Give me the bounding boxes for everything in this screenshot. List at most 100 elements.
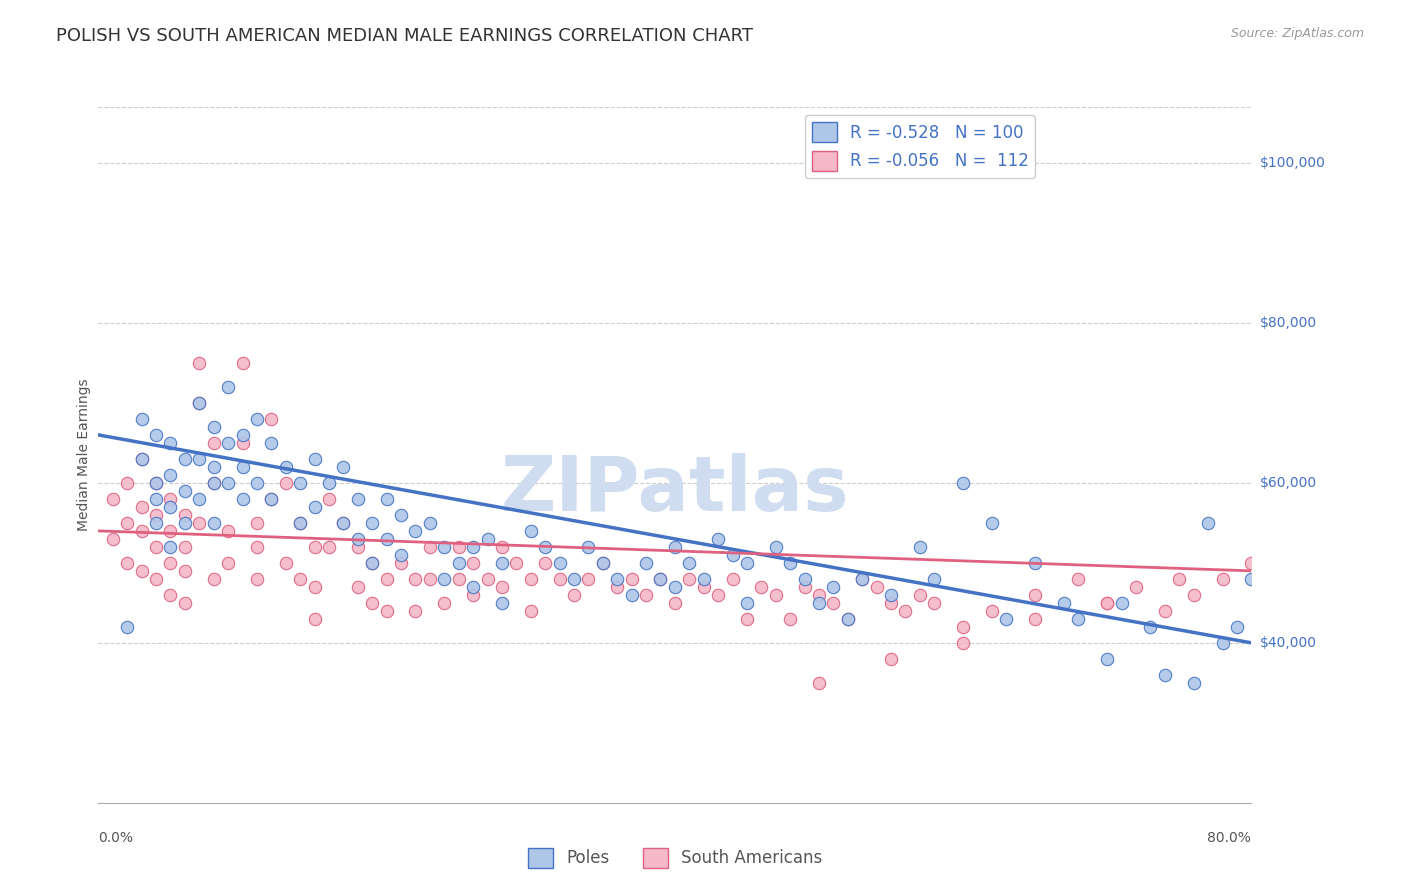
Point	[159, 524, 181, 538]
Point	[188, 396, 211, 410]
Legend: R = -0.528   N = 100, R = -0.056   N =  112: R = -0.528 N = 100, R = -0.056 N = 112	[806, 115, 1035, 178]
Point	[131, 451, 153, 466]
Point	[636, 556, 658, 570]
Point	[117, 556, 138, 570]
Text: $100,000: $100,000	[1260, 156, 1326, 170]
Point	[735, 596, 758, 610]
Point	[318, 475, 340, 490]
Point	[145, 540, 167, 554]
Point	[304, 451, 326, 466]
Point	[260, 491, 283, 506]
Point	[145, 572, 167, 586]
Point	[188, 491, 211, 506]
Point	[405, 524, 427, 538]
Point	[231, 459, 254, 474]
Point	[1197, 516, 1219, 530]
Point	[159, 556, 181, 570]
Point	[693, 572, 716, 586]
Point	[995, 612, 1018, 626]
Point	[678, 572, 700, 586]
Point	[332, 516, 354, 530]
Point	[260, 491, 283, 506]
Point	[1024, 612, 1046, 626]
Point	[823, 596, 845, 610]
Point	[606, 572, 628, 586]
Point	[880, 652, 903, 666]
Point	[117, 516, 138, 530]
Point	[145, 475, 167, 490]
Point	[534, 540, 557, 554]
Point	[1182, 588, 1205, 602]
Point	[433, 540, 456, 554]
Point	[145, 516, 167, 530]
Point	[304, 500, 326, 514]
Point	[231, 356, 254, 370]
Point	[477, 532, 499, 546]
Text: 80.0%: 80.0%	[1208, 830, 1251, 845]
Point	[246, 475, 269, 490]
Point	[159, 540, 181, 554]
Point	[664, 580, 686, 594]
Point	[592, 556, 614, 570]
Point	[202, 459, 225, 474]
Point	[174, 508, 197, 522]
Point	[922, 572, 945, 586]
Point	[246, 540, 269, 554]
Point	[246, 572, 269, 586]
Point	[491, 556, 513, 570]
Point	[548, 556, 571, 570]
Point	[981, 516, 1004, 530]
Point	[1024, 588, 1046, 602]
Point	[346, 580, 368, 594]
Point	[908, 588, 931, 602]
Point	[765, 540, 787, 554]
Point	[361, 556, 384, 570]
Point	[131, 524, 153, 538]
Point	[159, 491, 181, 506]
Point	[246, 516, 269, 530]
Point	[880, 588, 903, 602]
Point	[606, 580, 628, 594]
Point	[346, 540, 368, 554]
Point	[361, 516, 384, 530]
Point	[447, 556, 470, 570]
Point	[1153, 668, 1175, 682]
Point	[145, 508, 167, 522]
Point	[1168, 572, 1191, 586]
Point	[174, 483, 197, 498]
Point	[202, 516, 225, 530]
Point	[461, 580, 484, 594]
Point	[174, 540, 197, 554]
Point	[1067, 612, 1090, 626]
Point	[1240, 556, 1263, 570]
Point	[1212, 572, 1234, 586]
Point	[1067, 572, 1090, 586]
Point	[217, 556, 239, 570]
Point	[447, 540, 470, 554]
Point	[1125, 580, 1147, 594]
Point	[735, 556, 758, 570]
Point	[304, 540, 326, 554]
Point	[375, 572, 398, 586]
Point	[217, 436, 239, 450]
Point	[346, 532, 368, 546]
Point	[159, 467, 181, 482]
Point	[389, 508, 412, 522]
Point	[419, 540, 441, 554]
Point	[461, 540, 484, 554]
Point	[894, 604, 917, 618]
Point	[851, 572, 873, 586]
Point	[880, 596, 903, 610]
Y-axis label: Median Male Earnings: Median Male Earnings	[77, 378, 91, 532]
Point	[260, 436, 283, 450]
Point	[707, 588, 730, 602]
Point	[202, 475, 225, 490]
Text: ZIPatlas: ZIPatlas	[501, 453, 849, 526]
Point	[1097, 596, 1119, 610]
Point	[1111, 596, 1133, 610]
Point	[290, 516, 312, 530]
Point	[491, 596, 513, 610]
Point	[1139, 620, 1161, 634]
Point	[578, 572, 600, 586]
Point	[1097, 652, 1119, 666]
